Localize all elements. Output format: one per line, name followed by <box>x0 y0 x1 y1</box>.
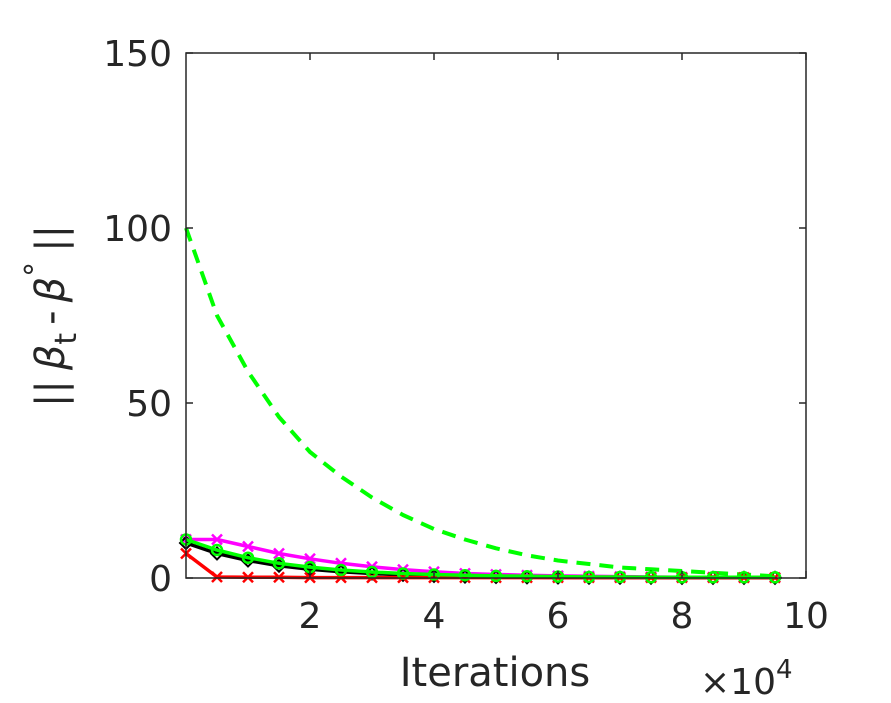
axis-ticks <box>186 52 807 579</box>
data-point <box>211 533 223 546</box>
x-tick-label: 2 <box>299 596 322 637</box>
y-label-minus: - <box>28 310 74 324</box>
data-point <box>273 547 285 560</box>
x-axis-label: Iterations <box>400 650 591 696</box>
data-point <box>241 551 255 564</box>
data-point <box>427 568 441 581</box>
data-point <box>242 540 254 553</box>
x-tick-label: 10 <box>783 596 829 637</box>
y-label-bars-right: || <box>28 225 74 252</box>
x-multiplier-base: ×10 <box>700 662 776 703</box>
plot-series <box>178 227 783 586</box>
data-point <box>582 570 596 584</box>
data-point <box>365 565 379 579</box>
data-point <box>272 557 286 570</box>
y-label-beta: β <box>28 345 74 372</box>
data-point <box>520 570 534 583</box>
y-label-bars-left: || <box>28 380 74 407</box>
data-point <box>458 568 472 582</box>
y-tick-labels: 0 50 100 150 <box>103 34 172 600</box>
data-point <box>613 570 627 584</box>
data-point <box>210 543 224 557</box>
data-point <box>334 563 348 577</box>
x-tick-label: 6 <box>547 596 570 637</box>
y-label-sup: ° <box>19 262 54 277</box>
x-multiplier-exp: 4 <box>776 655 793 685</box>
series-0 <box>184 227 776 579</box>
y-label-sub: t <box>49 333 84 345</box>
y-tick-label: 100 <box>103 209 172 250</box>
series-line <box>184 227 776 579</box>
y-label-beta2: β <box>28 277 74 304</box>
y-axis-label: ||βt-β°|| <box>19 225 84 407</box>
x-tick-labels: 2 4 6 8 10 <box>299 596 829 637</box>
series-4 <box>179 533 782 584</box>
x-tick-label: 4 <box>423 596 446 637</box>
plot-frame <box>185 52 807 579</box>
x-tick-label: 8 <box>671 596 694 637</box>
x-multiplier: ×104 <box>700 655 793 703</box>
y-tick-label: 50 <box>126 384 172 425</box>
y-tick-label: 150 <box>103 34 172 75</box>
data-point <box>211 571 223 583</box>
data-point <box>489 569 503 583</box>
y-tick-label: 0 <box>149 559 172 600</box>
